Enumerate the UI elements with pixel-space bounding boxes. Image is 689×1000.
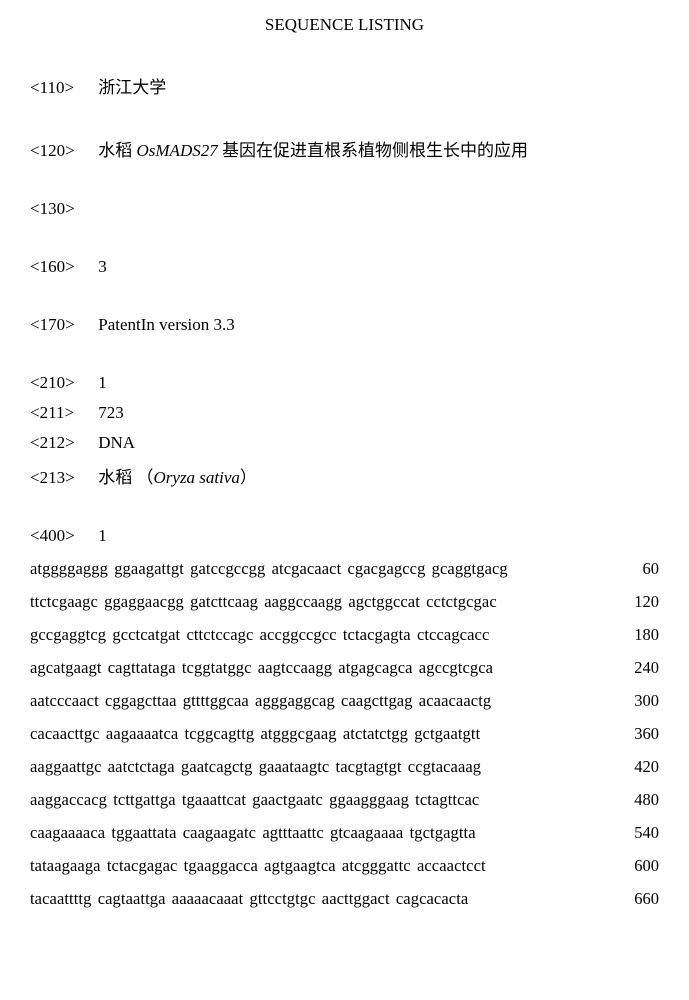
field-software: <170> PatentIn version 3.3 xyxy=(30,315,659,335)
field-sequence-header: <400> 1 xyxy=(30,526,659,546)
value-sequence-id: 1 xyxy=(98,526,107,545)
field-seqid: <210> 1 xyxy=(30,373,659,393)
sequence-text: cacaacttgc aagaaaatca tcggcagttg atgggcg… xyxy=(30,724,480,744)
sequence-block: atggggaggg ggaagattgt gatccgccgg atcgaca… xyxy=(30,559,659,909)
tag-211: <211> xyxy=(30,403,94,423)
value-length: 723 xyxy=(98,403,124,422)
tag-160: <160> xyxy=(30,257,94,277)
sequence-position: 480 xyxy=(619,790,659,810)
value-num-sequences: 3 xyxy=(98,257,107,276)
sequence-text: gccgaggtcg gcctcatgat cttctccagc accggcc… xyxy=(30,625,489,645)
value-organism-prefix: 水稻 （ xyxy=(98,468,153,487)
sequence-text: aaggaattgc aatctctaga gaatcagctg gaaataa… xyxy=(30,757,481,777)
sequence-position: 540 xyxy=(619,823,659,843)
value-inv-title-gene: OsMADS27 xyxy=(137,141,222,160)
value-seqid: 1 xyxy=(98,373,107,392)
tag-170: <170> xyxy=(30,315,94,335)
value-applicant: 浙江大学 xyxy=(98,78,166,97)
tag-130: <130> xyxy=(30,199,94,219)
sequence-text: ttctcgaagc ggaggaacgg gatcttcaag aaggcca… xyxy=(30,592,497,612)
value-organism-suffix: ） xyxy=(240,468,257,487)
value-type: DNA xyxy=(98,433,135,452)
sequence-text: aatcccaact cggagcttaa gttttggcaa agggagg… xyxy=(30,691,491,711)
sequence-position: 180 xyxy=(619,625,659,645)
sequence-text: tataagaaga tctacgagac tgaaggacca agtgaag… xyxy=(30,856,486,876)
tag-210: <210> xyxy=(30,373,94,393)
tag-212: <212> xyxy=(30,433,94,453)
field-applicant: <110> 浙江大学 xyxy=(30,73,659,98)
field-type: <212> DNA xyxy=(30,433,659,453)
tag-213: <213> xyxy=(30,468,94,488)
sequence-row: aaggaattgc aatctctaga gaatcagctg gaaataa… xyxy=(30,757,659,777)
sequence-row: aatcccaact cggagcttaa gttttggcaa agggagg… xyxy=(30,691,659,711)
field-organism: <213> 水稻 （Oryza sativa） xyxy=(30,463,659,488)
sequence-row: tacaattttg cagtaattga aaaaacaaat gttcctg… xyxy=(30,889,659,909)
sequence-row: atggggaggg ggaagattgt gatccgccgg atcgaca… xyxy=(30,559,659,579)
sequence-row: ttctcgaagc ggaggaacgg gatcttcaag aaggcca… xyxy=(30,592,659,612)
value-inv-title-prefix: 水稻 xyxy=(98,141,136,160)
tag-110: <110> xyxy=(30,78,94,98)
field-invention-title: <120> 水稻 OsMADS27 基因在促进直根系植物侧根生长中的应用 xyxy=(30,136,659,161)
page-title: SEQUENCE LISTING xyxy=(30,15,659,35)
sequence-text: tacaattttg cagtaattga aaaaacaaat gttcctg… xyxy=(30,889,468,909)
sequence-row: agcatgaagt cagttataga tcggtatggc aagtcca… xyxy=(30,658,659,678)
sequence-position: 300 xyxy=(619,691,659,711)
sequence-position: 240 xyxy=(619,658,659,678)
sequence-position: 120 xyxy=(619,592,659,612)
value-organism-latin: Oryza sativa xyxy=(154,468,240,487)
sequence-row: tataagaaga tctacgagac tgaaggacca agtgaag… xyxy=(30,856,659,876)
sequence-row: caagaaaaca tggaattata caagaagatc agtttaa… xyxy=(30,823,659,843)
tag-400: <400> xyxy=(30,526,94,546)
field-reference: <130> xyxy=(30,199,659,219)
sequence-row: aaggaccacg tcttgattga tgaaattcat gaactga… xyxy=(30,790,659,810)
sequence-text: aaggaccacg tcttgattga tgaaattcat gaactga… xyxy=(30,790,479,810)
tag-120: <120> xyxy=(30,141,94,161)
sequence-position: 60 xyxy=(619,559,659,579)
sequence-row: cacaacttgc aagaaaatca tcggcagttg atgggcg… xyxy=(30,724,659,744)
sequence-text: caagaaaaca tggaattata caagaagatc agtttaa… xyxy=(30,823,476,843)
sequence-text: agcatgaagt cagttataga tcggtatggc aagtcca… xyxy=(30,658,493,678)
field-length: <211> 723 xyxy=(30,403,659,423)
sequence-position: 360 xyxy=(619,724,659,744)
sequence-position: 420 xyxy=(619,757,659,777)
field-num-sequences: <160> 3 xyxy=(30,257,659,277)
value-inv-title-suffix: 基因在促进直根系植物侧根生长中的应用 xyxy=(222,141,528,160)
sequence-row: gccgaggtcg gcctcatgat cttctccagc accggcc… xyxy=(30,625,659,645)
sequence-position: 660 xyxy=(619,889,659,909)
sequence-text: atggggaggg ggaagattgt gatccgccgg atcgaca… xyxy=(30,559,508,579)
value-software: PatentIn version 3.3 xyxy=(98,315,234,334)
sequence-position: 600 xyxy=(619,856,659,876)
